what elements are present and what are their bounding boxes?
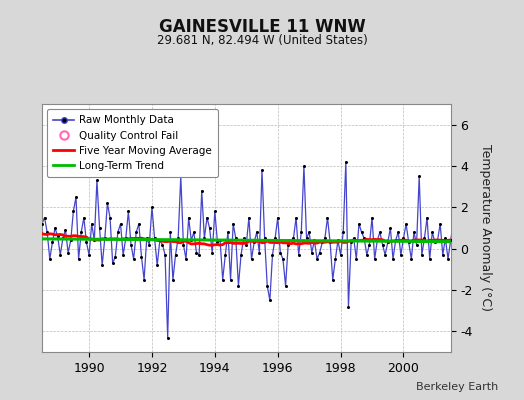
Text: Berkeley Earth: Berkeley Earth	[416, 382, 498, 392]
Legend: Raw Monthly Data, Quality Control Fail, Five Year Moving Average, Long-Term Tren: Raw Monthly Data, Quality Control Fail, …	[47, 109, 219, 177]
Text: GAINESVILLE 11 WNW: GAINESVILLE 11 WNW	[159, 18, 365, 36]
Y-axis label: Temperature Anomaly (°C): Temperature Anomaly (°C)	[479, 144, 492, 312]
Text: 29.681 N, 82.494 W (United States): 29.681 N, 82.494 W (United States)	[157, 34, 367, 47]
